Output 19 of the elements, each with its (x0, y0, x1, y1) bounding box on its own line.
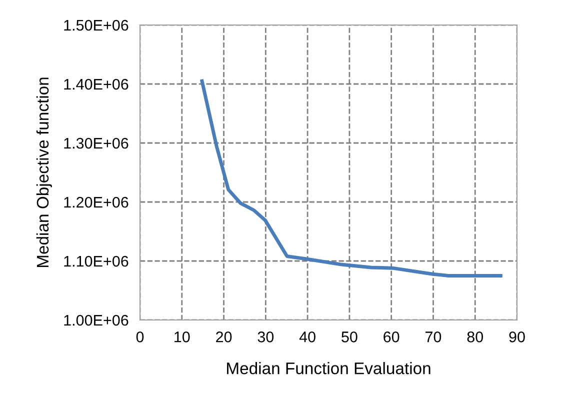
y-tick-label: 1.40E+06 (64, 78, 128, 90)
x-tick-label: 40 (299, 332, 316, 342)
y-tick-label: 1.50E+06 (64, 20, 128, 31)
x-tick-label: 20 (216, 332, 232, 342)
x-tick-label: 80 (467, 332, 484, 342)
y-tick-label: 1.20E+06 (64, 196, 128, 208)
x-tick-label: 60 (384, 332, 400, 342)
y-axis-title: Median Objective function (36, 78, 52, 268)
x-axis-title: Median Function Evaluation (227, 362, 430, 374)
x-tick-label: 0 (136, 332, 144, 342)
y-tick-label: 1.10E+06 (64, 256, 128, 267)
x-tick-label: 30 (258, 332, 274, 342)
x-tick-label: 70 (426, 332, 442, 342)
x-tick-label: 90 (509, 332, 525, 342)
y-tick-label: 1.00E+06 (64, 314, 128, 326)
x-tick-label: 10 (174, 332, 190, 342)
y-tick-label: 1.30E+06 (64, 138, 128, 149)
line-series (200, 79, 502, 278)
x-tick-label: 50 (342, 332, 358, 342)
